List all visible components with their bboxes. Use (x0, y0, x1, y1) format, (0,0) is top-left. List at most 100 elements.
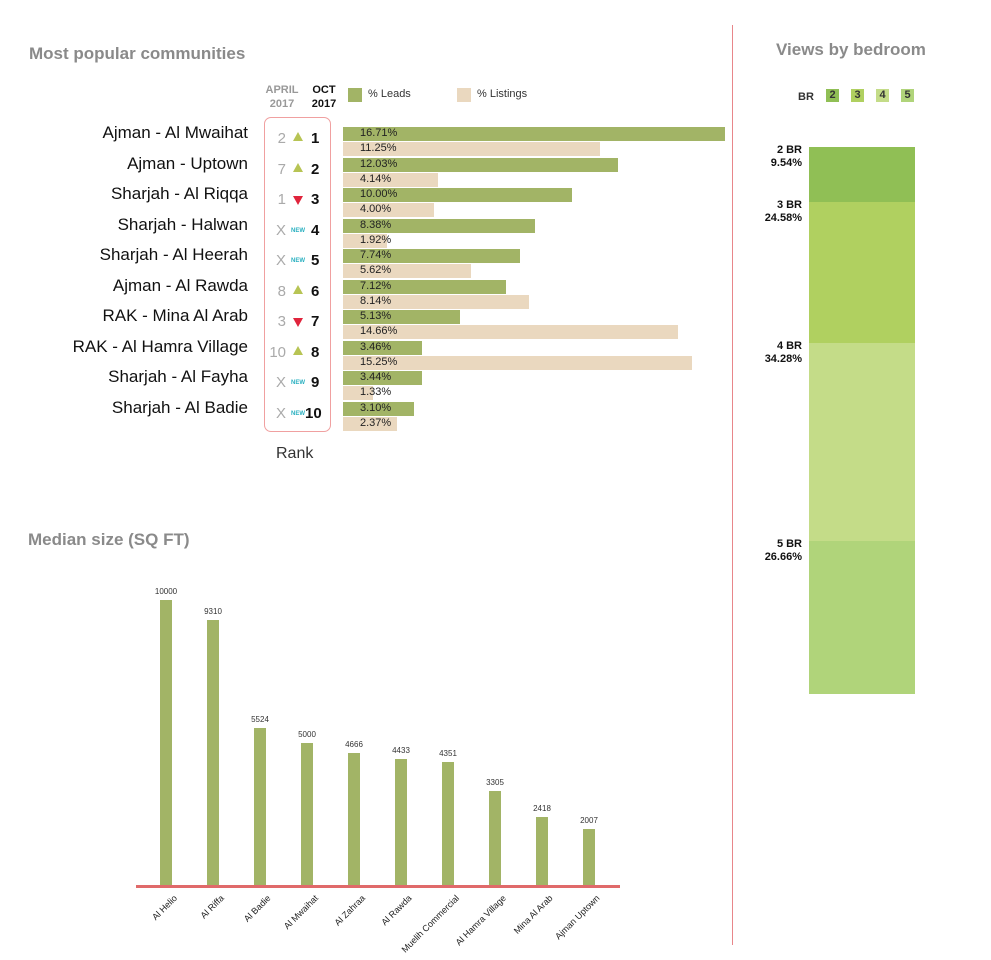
rank-april: X (275, 374, 286, 391)
listings-value: 4.14% (360, 172, 392, 185)
rank-april: 1 (277, 191, 286, 208)
community-name: Sharjah - Al Riqqa (110, 184, 248, 203)
rank-april: 7 (277, 160, 286, 178)
listings-value: 1.92% (360, 233, 392, 246)
rank-oct: 2 (311, 160, 320, 178)
br-legend-item: 5 (901, 89, 914, 102)
rank-april: 3 (277, 313, 286, 330)
listings-value: 1.33% (360, 386, 392, 398)
rank-down-icon (293, 196, 303, 205)
rank-new-badge: NEW (291, 380, 305, 386)
median-bar (536, 816, 548, 886)
leads-value: 7.74% (360, 249, 392, 261)
leads-bar (343, 157, 618, 172)
leads-bar (343, 127, 725, 141)
br-segment-name: 5 BR (776, 537, 802, 550)
median-bar (207, 619, 219, 886)
listings-bar (343, 386, 374, 400)
br-segment-label: 2 BR 9.54% (742, 144, 802, 170)
rank-oct: 9 (311, 374, 320, 391)
listings-value: 8.14% (360, 294, 392, 307)
median-category: Al Badie (242, 893, 274, 924)
rank-header-oct: OCT 2017 (305, 83, 343, 111)
median-category: Al Riffa (198, 893, 227, 921)
leads-value: 16.71% (360, 127, 398, 139)
median-value: 10000 (154, 587, 178, 596)
listings-bar (343, 172, 438, 187)
median-value: 2007 (580, 815, 598, 825)
rank-april: 2 (277, 130, 286, 147)
leads-bar (343, 340, 423, 355)
rank-april: 10 (269, 343, 286, 361)
br-segment (809, 201, 915, 344)
br-segment-label: 3 BR 24.58% (742, 199, 802, 225)
leads-value: 5.13% (360, 310, 392, 322)
listings-value: 4.00% (360, 203, 392, 215)
rank-header-april-month: APRIL (265, 84, 299, 96)
median-category: Al Mwaihat (281, 893, 321, 932)
leads-bar (343, 218, 535, 233)
community-name: Sharjah - Al Heerah (99, 245, 248, 264)
median-bar (301, 743, 313, 886)
median-bar (395, 759, 407, 886)
listings-bar (343, 142, 601, 156)
rank-header-april-year: 2017 (269, 98, 295, 110)
median-bar (442, 761, 454, 886)
br-segment (809, 147, 915, 202)
median-category: Al Rawda (379, 893, 415, 928)
median-value: 4351 (439, 748, 457, 758)
rank-april: X (275, 252, 286, 269)
legend-listings-swatch (457, 88, 471, 102)
listings-value: 5.62% (360, 264, 392, 276)
listings-bar (343, 264, 472, 278)
rank-oct: 1 (311, 130, 320, 147)
listings-value: 15.25% (360, 355, 398, 368)
rank-oct: 8 (311, 343, 320, 361)
rank-new-badge: NEW (291, 258, 305, 264)
br-segment-value: 24.58% (764, 211, 802, 224)
median-value: 9310 (204, 606, 222, 616)
rank-oct: 5 (311, 252, 320, 269)
rank-header-oct-year: 2017 (311, 98, 337, 110)
median-category: Al Zahraa (332, 893, 368, 928)
rank-box (264, 117, 331, 432)
rank-header-oct-month: OCT (312, 84, 336, 96)
rank-header-april: APRIL 2017 (262, 83, 302, 111)
listings-value: 2.37% (360, 416, 392, 429)
rank-label: Rank (276, 445, 314, 462)
leads-value: 8.38% (360, 218, 392, 231)
leads-bar (343, 249, 520, 263)
listings-bar (343, 325, 679, 339)
listings-bar (343, 294, 530, 309)
median-category: Al Hamra Village (453, 893, 509, 948)
community-name: Ajman - Al Mwaihat (102, 123, 249, 142)
rank-oct: 6 (311, 282, 320, 300)
median-bar (583, 828, 595, 886)
median-value: 3305 (486, 778, 504, 788)
br-segment (809, 343, 915, 541)
rank-new-badge: NEW (291, 410, 305, 417)
rank-april: X (275, 404, 286, 422)
median-size-title: Median size (SQ FT) (28, 530, 190, 549)
median-value: 4433 (392, 746, 410, 756)
rank-april: 8 (277, 282, 286, 300)
br-segment-value: 26.66% (764, 550, 802, 563)
median-category: Al Helio (150, 893, 180, 923)
legend-leads-label: % Leads (368, 88, 411, 100)
median-bar (254, 728, 266, 886)
community-name: Sharjah - Al Badie (111, 397, 248, 417)
median-value: 4666 (345, 739, 363, 749)
community-name: RAK - Al Hamra Village (72, 336, 248, 356)
median-bar (160, 600, 172, 886)
legend-listings-label: % Listings (477, 88, 528, 100)
leads-bar (343, 310, 461, 324)
br-legend-item: 3 (851, 89, 864, 102)
median-bar (489, 791, 501, 886)
rank-oct: 10 (305, 404, 322, 422)
section-divider (732, 25, 733, 945)
community-name: Ajman - Al Rawda (112, 275, 248, 295)
rank-up-icon (293, 345, 303, 355)
br-legend-item: 4 (876, 89, 889, 102)
legend-leads-swatch (348, 88, 362, 102)
rank-down-icon (293, 318, 303, 327)
